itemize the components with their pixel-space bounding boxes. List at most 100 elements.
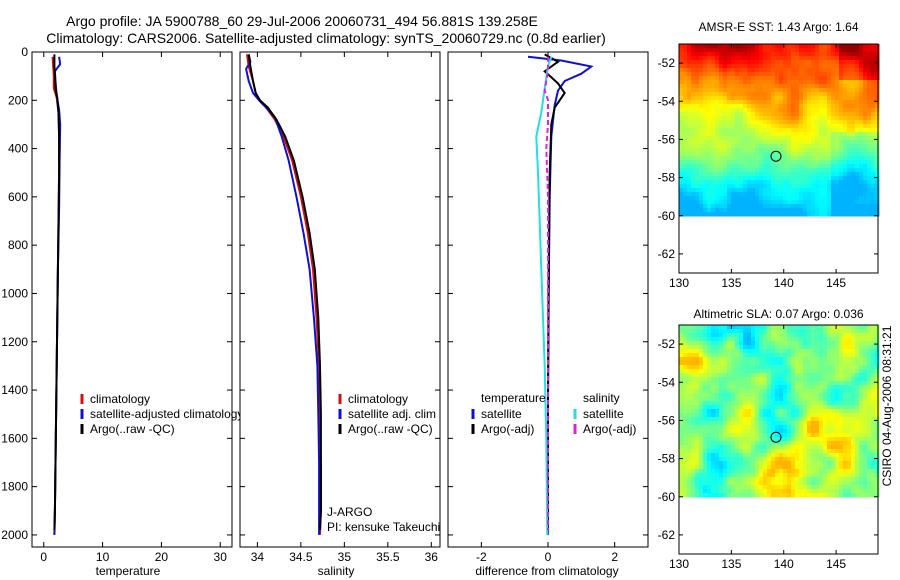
sst_map-heatmap-cell xyxy=(811,60,816,65)
sla_map-heatmap-cell xyxy=(863,381,868,386)
sst_map-heatmap-cell xyxy=(831,124,836,129)
sla_map-heatmap-cell xyxy=(727,393,732,398)
sla_map-heatmap-cell xyxy=(779,353,784,358)
sla_map-heatmap-cell xyxy=(791,409,796,414)
sla_map-heatmap-cell xyxy=(819,433,824,438)
sst_map-heatmap-cell xyxy=(755,96,760,101)
sst_map-heatmap-cell xyxy=(687,56,692,61)
sla_map-heatmap-cell xyxy=(747,353,752,358)
sst_map-heatmap-cell xyxy=(839,80,844,85)
sla_map-heatmap-cell xyxy=(711,441,716,446)
sla_map-heatmap-cell xyxy=(691,481,696,486)
sst_map-heatmap-cell xyxy=(791,144,796,149)
sst_map-heatmap-cell xyxy=(871,56,876,61)
sst_map-heatmap-cell xyxy=(727,144,732,149)
sst_map-heatmap-cell xyxy=(875,48,880,53)
sla_map-heatmap-cell xyxy=(811,397,816,402)
sla_map-heatmap-cell xyxy=(735,461,740,466)
sla_map-heatmap-cell xyxy=(679,341,684,346)
sst_map-heatmap-cell xyxy=(819,164,824,169)
sla_map-heatmap-cell xyxy=(735,449,740,454)
sst_map-heatmap-cell xyxy=(771,100,776,105)
sst_map-heatmap-cell xyxy=(711,196,716,201)
sla_map-heatmap-cell xyxy=(683,469,688,474)
sst_map-heatmap-cell xyxy=(799,184,804,189)
sla_map-heatmap-cell xyxy=(803,361,808,366)
sst_map-heatmap-cell xyxy=(787,84,792,89)
sst_map-heatmap-cell xyxy=(707,144,712,149)
sla_map-heatmap-cell xyxy=(699,361,704,366)
sst_map-heatmap-cell xyxy=(735,84,740,89)
sst_map-heatmap-cell xyxy=(767,176,772,181)
sla_map-heatmap-cell xyxy=(699,469,704,474)
sst_map-heatmap-cell xyxy=(775,116,780,121)
sst_map-heatmap-cell xyxy=(823,52,828,57)
depth-ytick-label: 1200 xyxy=(1,335,28,349)
sst_map-heatmap-cell xyxy=(695,80,700,85)
sst_map-heatmap-cell xyxy=(803,104,808,109)
sst_map-heatmap-cell xyxy=(835,136,840,141)
sla_map-heatmap-cell xyxy=(859,445,864,450)
sst_map-heatmap-cell xyxy=(707,116,712,121)
sla_map-heatmap-cell xyxy=(791,361,796,366)
sst_map-heatmap-cell xyxy=(723,56,728,61)
sla_map-heatmap-cell xyxy=(735,477,740,482)
sst_map-heatmap-cell xyxy=(703,104,708,109)
sst_map-heatmap-cell xyxy=(755,104,760,109)
sst_map-heatmap-cell xyxy=(827,184,832,189)
sst_map-heatmap-cell xyxy=(839,92,844,97)
sla_map-heatmap-cell xyxy=(779,365,784,370)
sst_map-heatmap-cell xyxy=(723,84,728,89)
sst_map-heatmap-cell xyxy=(827,128,832,133)
sst_map-heatmap-cell xyxy=(763,156,768,161)
sst_map-heatmap-cell xyxy=(731,100,736,105)
sla_map-heatmap-cell xyxy=(843,337,848,342)
sst_map-heatmap-cell xyxy=(863,120,868,125)
sla_map-heatmap-cell xyxy=(807,409,812,414)
sla_map-heatmap-cell xyxy=(779,409,784,414)
sla_map-heatmap-cell xyxy=(707,493,712,498)
sla_map-heatmap-cell xyxy=(783,417,788,422)
sst_map-heatmap-cell xyxy=(855,108,860,113)
sla_map-heatmap-cell xyxy=(823,413,828,418)
sst_map-heatmap-cell xyxy=(727,52,732,57)
sla_map-heatmap-cell xyxy=(783,473,788,478)
sst_map-heatmap-cell xyxy=(827,160,832,165)
sla_map-heatmap-cell xyxy=(811,477,816,482)
sst_map-heatmap-cell xyxy=(799,140,804,145)
sla_map-heatmap-cell xyxy=(779,405,784,410)
sla_map-heatmap-cell xyxy=(787,361,792,366)
sst_map-heatmap-cell xyxy=(795,92,800,97)
sst_map-heatmap-cell xyxy=(787,100,792,105)
sst_map-heatmap-cell xyxy=(795,108,800,113)
sst_map-heatmap-cell xyxy=(843,88,848,93)
sla_map-heatmap-cell xyxy=(871,325,876,330)
sst_map-heatmap-cell xyxy=(867,52,872,57)
sst_map-heatmap-cell xyxy=(735,188,740,193)
sst_map-heatmap-cell xyxy=(731,208,736,213)
sst_map-heatmap-cell xyxy=(811,56,816,61)
sla_map-heatmap-cell xyxy=(831,409,836,414)
sst_map-heatmap-cell xyxy=(803,100,808,105)
sst_map-heatmap-cell xyxy=(823,68,828,73)
sst_map-heatmap-cell xyxy=(859,84,864,89)
sst_map-heatmap-cell xyxy=(687,140,692,145)
sla_map-heatmap-cell xyxy=(779,445,784,450)
sst_map-heatmap-cell xyxy=(703,192,708,197)
sla_map-heatmap-cell xyxy=(699,445,704,450)
sla_map-heatmap-cell xyxy=(779,329,784,334)
sla_map-heatmap-cell xyxy=(695,449,700,454)
sla_map-heatmap-cell xyxy=(695,481,700,486)
sla_map-heatmap-cell xyxy=(787,365,792,370)
sla_map-heatmap-cell xyxy=(835,429,840,434)
sla_map-heatmap-cell xyxy=(739,473,744,478)
sla_map-heatmap-cell xyxy=(867,489,872,494)
sst_map-heatmap-cell xyxy=(707,200,712,205)
sst_map-heatmap-cell xyxy=(727,116,732,121)
sst_map-heatmap-cell xyxy=(743,156,748,161)
sst_map-heatmap-cell xyxy=(855,120,860,125)
sla_map-heatmap-cell xyxy=(755,465,760,470)
sla_map-heatmap-cell xyxy=(867,373,872,378)
sla_map-heatmap-cell xyxy=(703,489,708,494)
sla_map-heatmap-cell xyxy=(751,477,756,482)
